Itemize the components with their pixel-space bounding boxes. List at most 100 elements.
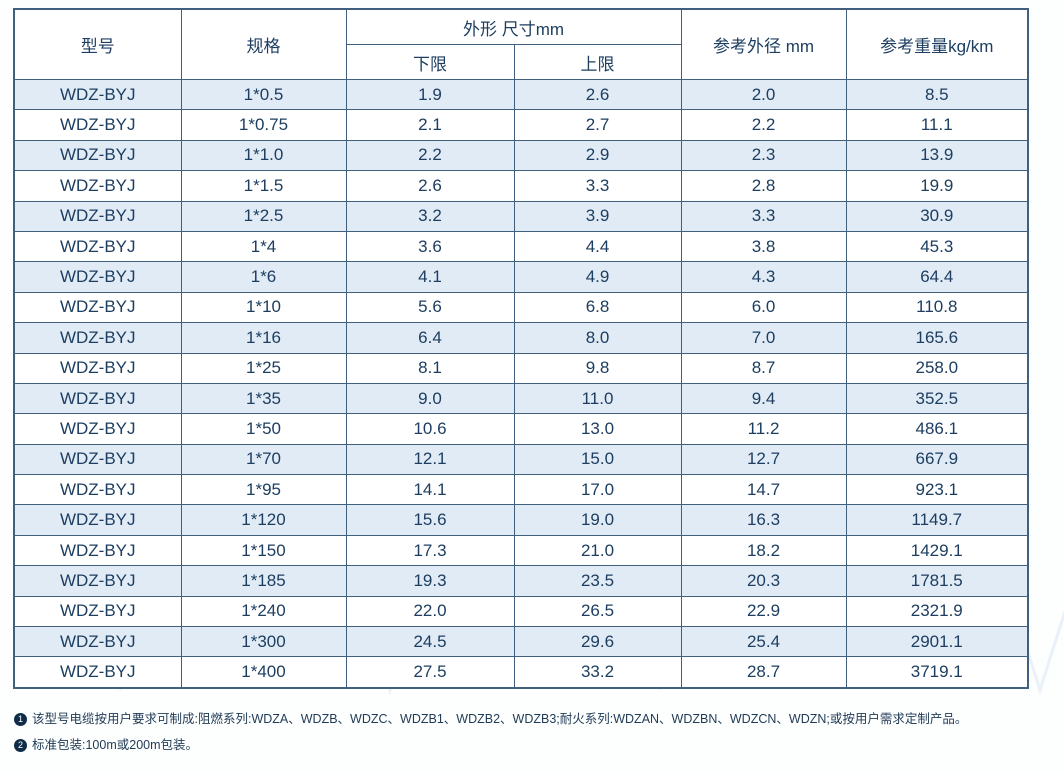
table-row: WDZ-BYJ 1*35 9.0 11.0 9.4 352.5 bbox=[13, 382, 1029, 415]
cell-spec: 1*120 bbox=[180, 504, 347, 536]
cell-spec: 1*400 bbox=[180, 656, 347, 689]
cell-upper: 33.2 bbox=[513, 656, 682, 689]
col-header-ref-weight: 参考重量kg/km bbox=[845, 8, 1029, 80]
cell-weight: 11.1 bbox=[845, 109, 1029, 141]
cell-lower: 10.6 bbox=[345, 413, 515, 445]
cell-od: 3.3 bbox=[680, 200, 847, 232]
cell-model: WDZ-BYJ bbox=[13, 261, 182, 293]
cell-upper: 15.0 bbox=[513, 443, 682, 476]
cell-od: 8.7 bbox=[680, 352, 847, 384]
cell-weight: 165.6 bbox=[845, 322, 1029, 354]
table-row: WDZ-BYJ 1*185 19.3 23.5 20.3 1781.5 bbox=[13, 565, 1029, 597]
cell-model: WDZ-BYJ bbox=[13, 78, 182, 111]
cell-model: WDZ-BYJ bbox=[13, 534, 182, 567]
cell-spec: 1*4 bbox=[180, 230, 347, 263]
table-row: WDZ-BYJ 1*120 15.6 19.0 16.3 1149.7 bbox=[13, 504, 1029, 536]
table-row: WDZ-BYJ 1*6 4.1 4.9 4.3 64.4 bbox=[13, 261, 1029, 293]
cell-model: WDZ-BYJ bbox=[13, 626, 182, 658]
cell-model: WDZ-BYJ bbox=[13, 382, 182, 415]
cell-weight: 2321.9 bbox=[845, 595, 1029, 628]
table-row: WDZ-BYJ 1*150 17.3 21.0 18.2 1429.1 bbox=[13, 534, 1029, 567]
cell-lower: 1.9 bbox=[345, 78, 515, 111]
cell-lower: 2.1 bbox=[345, 109, 515, 141]
cell-weight: 667.9 bbox=[845, 443, 1029, 476]
cell-lower: 19.3 bbox=[345, 565, 515, 597]
cell-od: 11.2 bbox=[680, 413, 847, 445]
cell-lower: 17.3 bbox=[345, 534, 515, 567]
table-row: WDZ-BYJ 1*50 10.6 13.0 11.2 486.1 bbox=[13, 413, 1029, 445]
cell-upper: 2.7 bbox=[513, 109, 682, 141]
cell-upper: 11.0 bbox=[513, 382, 682, 415]
cell-weight: 13.9 bbox=[845, 139, 1029, 172]
cell-od: 9.4 bbox=[680, 382, 847, 415]
cell-lower: 8.1 bbox=[345, 352, 515, 384]
table-row: WDZ-BYJ 1*0.5 1.9 2.6 2.0 8.5 bbox=[13, 78, 1029, 111]
cell-lower: 5.6 bbox=[345, 291, 515, 324]
cell-model: WDZ-BYJ bbox=[13, 230, 182, 263]
cell-upper: 2.6 bbox=[513, 78, 682, 111]
footnote-2-text: 标准包装:100m或200m包装。 bbox=[32, 738, 199, 752]
cell-model: WDZ-BYJ bbox=[13, 200, 182, 232]
col-header-model: 型号 bbox=[13, 8, 182, 80]
footnotes: 1 该型号电缆按用户要求可制成:阻燃系列:WDZA、WDZB、WDZC、WDZB… bbox=[14, 706, 967, 758]
cell-od: 16.3 bbox=[680, 504, 847, 536]
cell-lower: 14.1 bbox=[345, 474, 515, 506]
cell-spec: 1*70 bbox=[180, 443, 347, 476]
cell-model: WDZ-BYJ bbox=[13, 109, 182, 141]
cell-model: WDZ-BYJ bbox=[13, 474, 182, 506]
cell-lower: 15.6 bbox=[345, 504, 515, 536]
circled-number-1-icon: 1 bbox=[14, 712, 27, 726]
cell-weight: 64.4 bbox=[845, 261, 1029, 293]
cell-od: 7.0 bbox=[680, 322, 847, 354]
header-row-top: 型号 规格 外形 尺寸mm 参考外径 mm 参考重量kg/km bbox=[13, 8, 1029, 80]
cell-lower: 2.2 bbox=[345, 139, 515, 172]
cell-lower: 3.2 bbox=[345, 200, 515, 232]
cell-upper: 8.0 bbox=[513, 322, 682, 354]
cell-weight: 45.3 bbox=[845, 230, 1029, 263]
cell-spec: 1*50 bbox=[180, 413, 347, 445]
cell-upper: 3.9 bbox=[513, 200, 682, 232]
cell-spec: 1*95 bbox=[180, 474, 347, 506]
cell-upper: 3.3 bbox=[513, 170, 682, 202]
cell-spec: 1*0.75 bbox=[180, 109, 347, 141]
table-row: WDZ-BYJ 1*2.5 3.2 3.9 3.3 30.9 bbox=[13, 200, 1029, 232]
cell-lower: 4.1 bbox=[345, 261, 515, 293]
cell-lower: 24.5 bbox=[345, 626, 515, 658]
cell-upper: 4.4 bbox=[513, 230, 682, 263]
footnote-1: 1 该型号电缆按用户要求可制成:阻燃系列:WDZA、WDZB、WDZC、WDZB… bbox=[14, 706, 967, 732]
cell-weight: 352.5 bbox=[845, 382, 1029, 415]
cell-spec: 1*16 bbox=[180, 322, 347, 354]
cell-od: 3.8 bbox=[680, 230, 847, 263]
cell-od: 14.7 bbox=[680, 474, 847, 506]
cell-upper: 4.9 bbox=[513, 261, 682, 293]
cell-spec: 1*1.0 bbox=[180, 139, 347, 172]
cell-od: 2.2 bbox=[680, 109, 847, 141]
cell-lower: 3.6 bbox=[345, 230, 515, 263]
cell-spec: 1*2.5 bbox=[180, 200, 347, 232]
cell-model: WDZ-BYJ bbox=[13, 139, 182, 172]
cell-upper: 2.9 bbox=[513, 139, 682, 172]
col-header-upper-limit: 上限 bbox=[513, 44, 682, 80]
table-row: WDZ-BYJ 1*1.0 2.2 2.9 2.3 13.9 bbox=[13, 139, 1029, 172]
col-header-lower-limit: 下限 bbox=[345, 44, 515, 80]
cell-weight: 486.1 bbox=[845, 413, 1029, 445]
cell-spec: 1*1.5 bbox=[180, 170, 347, 202]
cell-spec: 1*25 bbox=[180, 352, 347, 384]
cell-weight: 2901.1 bbox=[845, 626, 1029, 658]
col-header-ref-outer-diameter: 参考外径 mm bbox=[680, 8, 847, 80]
cell-spec: 1*35 bbox=[180, 382, 347, 415]
header-row-sub: 下限 上限 bbox=[14, 44, 1028, 80]
cell-weight: 110.8 bbox=[845, 291, 1029, 324]
cell-weight: 258.0 bbox=[845, 352, 1029, 384]
cell-model: WDZ-BYJ bbox=[13, 322, 182, 354]
cell-weight: 923.1 bbox=[845, 474, 1029, 506]
cell-model: WDZ-BYJ bbox=[13, 352, 182, 384]
cell-weight: 30.9 bbox=[845, 200, 1029, 232]
cell-upper: 13.0 bbox=[513, 413, 682, 445]
cell-weight: 1149.7 bbox=[845, 504, 1029, 536]
cell-model: WDZ-BYJ bbox=[13, 565, 182, 597]
cell-upper: 21.0 bbox=[513, 534, 682, 567]
cell-od: 25.4 bbox=[680, 626, 847, 658]
cell-lower: 12.1 bbox=[345, 443, 515, 476]
cell-od: 2.0 bbox=[680, 78, 847, 111]
